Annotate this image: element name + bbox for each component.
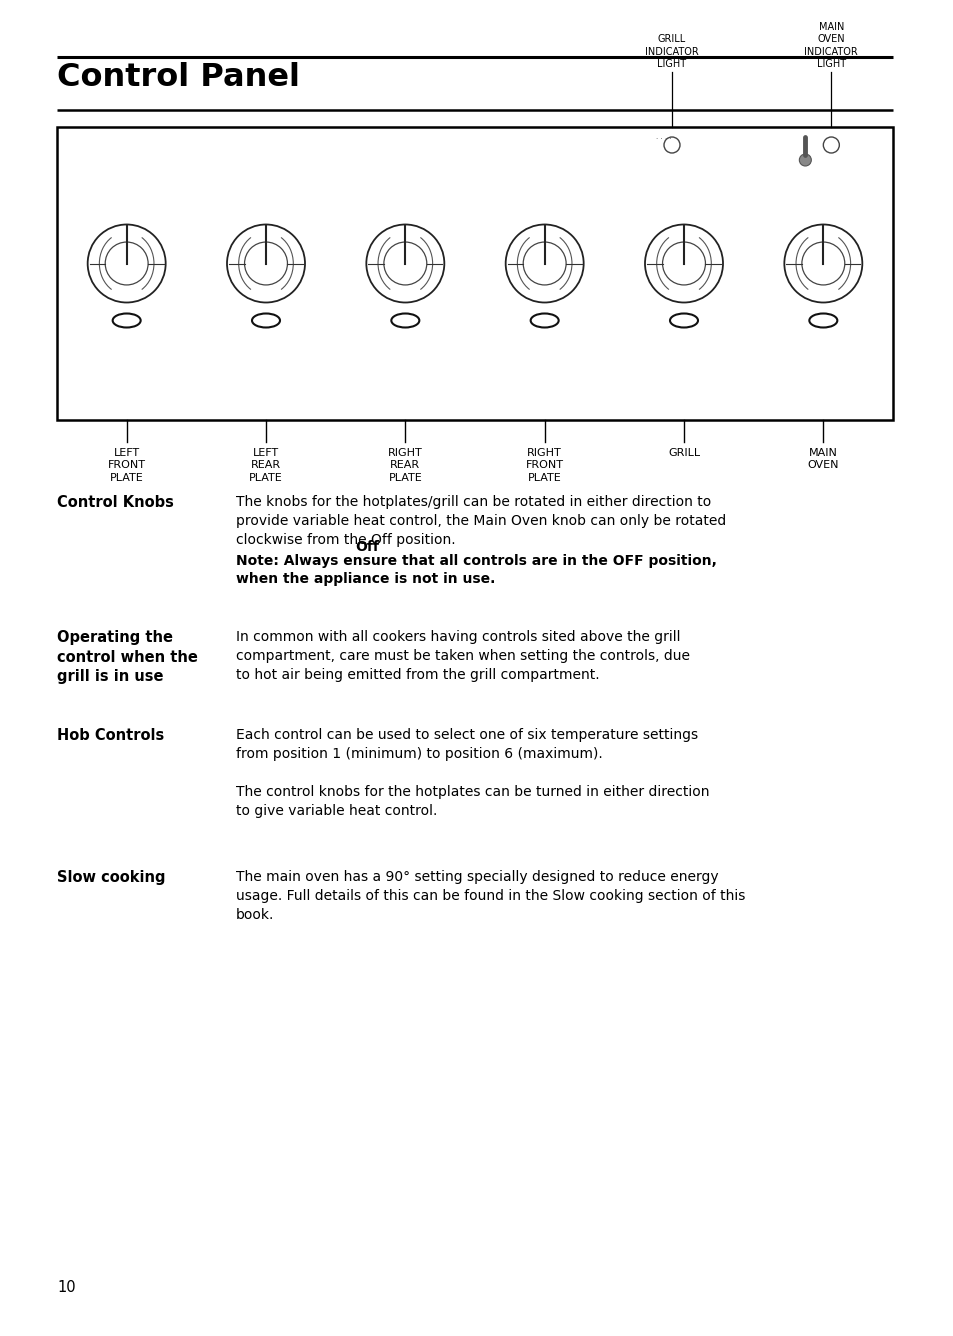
- Text: GRILL
INDICATOR
LIGHT: GRILL INDICATOR LIGHT: [644, 35, 699, 69]
- Circle shape: [88, 224, 166, 302]
- Text: In common with all cookers having controls sited above the grill
compartment, ca: In common with all cookers having contro…: [235, 631, 689, 683]
- Text: Operating the
control when the
grill is in use: Operating the control when the grill is …: [57, 631, 197, 684]
- Text: The knobs for the hotplates/grill can be rotated in either direction to
provide : The knobs for the hotplates/grill can be…: [235, 496, 725, 546]
- Text: RIGHT
REAR
PLATE: RIGHT REAR PLATE: [388, 448, 422, 482]
- Text: GRILL: GRILL: [667, 448, 700, 458]
- Circle shape: [661, 242, 704, 285]
- Circle shape: [522, 242, 565, 285]
- Ellipse shape: [808, 314, 837, 327]
- Text: Control Knobs: Control Knobs: [57, 496, 173, 510]
- Text: 10: 10: [57, 1280, 75, 1295]
- Circle shape: [799, 154, 810, 166]
- Text: Note: Always ensure that all controls are in the OFF position,
when the applianc: Note: Always ensure that all controls ar…: [235, 553, 716, 587]
- Text: LEFT
FRONT
PLATE: LEFT FRONT PLATE: [108, 448, 146, 482]
- Ellipse shape: [252, 314, 280, 327]
- Ellipse shape: [669, 314, 698, 327]
- Text: MAIN
OVEN: MAIN OVEN: [807, 448, 839, 470]
- Text: Hob Controls: Hob Controls: [57, 728, 164, 743]
- Circle shape: [783, 224, 862, 302]
- Text: · · · ·: · · · ·: [656, 136, 671, 142]
- Ellipse shape: [391, 314, 419, 327]
- Circle shape: [644, 224, 722, 302]
- Circle shape: [822, 138, 839, 154]
- Ellipse shape: [112, 314, 140, 327]
- Text: MAIN
OVEN
INDICATOR
LIGHT: MAIN OVEN INDICATOR LIGHT: [803, 21, 858, 69]
- Circle shape: [227, 224, 305, 302]
- Circle shape: [383, 242, 426, 285]
- Text: Off: Off: [355, 540, 378, 554]
- Circle shape: [105, 242, 148, 285]
- Circle shape: [505, 224, 583, 302]
- Text: RIGHT
FRONT
PLATE: RIGHT FRONT PLATE: [525, 448, 563, 482]
- Text: LEFT
REAR
PLATE: LEFT REAR PLATE: [249, 448, 283, 482]
- Circle shape: [244, 242, 287, 285]
- Text: Slow cooking: Slow cooking: [57, 870, 165, 886]
- Circle shape: [801, 242, 844, 285]
- Bar: [57, 127, 892, 420]
- Circle shape: [366, 224, 444, 302]
- Circle shape: [663, 138, 679, 154]
- Text: Control Panel: Control Panel: [57, 61, 299, 94]
- Text: Each control can be used to select one of six temperature settings
from position: Each control can be used to select one o…: [235, 728, 709, 818]
- Ellipse shape: [530, 314, 558, 327]
- Text: The main oven has a 90° setting specially designed to reduce energy
usage. Full : The main oven has a 90° setting speciall…: [235, 870, 744, 922]
